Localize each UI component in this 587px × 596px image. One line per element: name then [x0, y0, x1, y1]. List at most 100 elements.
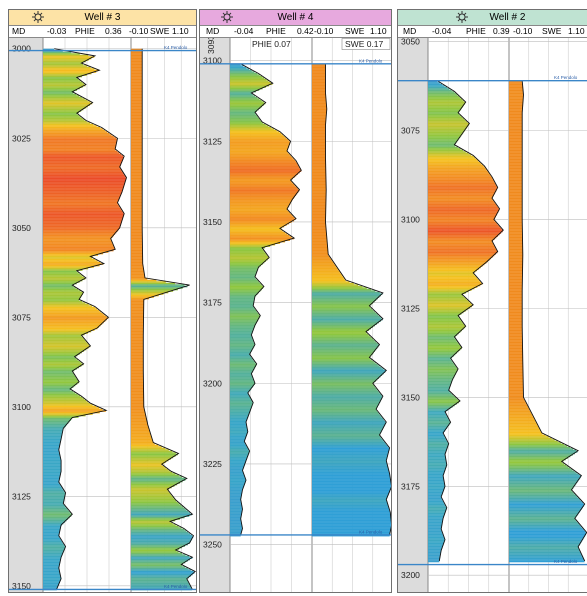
phie-max-label: 0.39: [493, 26, 510, 36]
phie-fill-strip: [428, 328, 464, 330]
phie-fill-strip: [230, 152, 289, 154]
swe-fill-strip: [131, 251, 143, 253]
swe-fill-strip: [131, 392, 144, 394]
phie-fill-strip: [43, 497, 65, 499]
swe-fill-strip: [509, 481, 578, 483]
swe-fill-strip: [312, 137, 326, 139]
swe-fill-strip: [312, 450, 389, 453]
swe-fill-strip: [509, 163, 523, 165]
swe-fill-strip: [131, 200, 143, 202]
swe-fill-strip: [131, 351, 144, 354]
swe-fill-strip: [509, 539, 583, 542]
phie-fill-strip: [43, 111, 79, 114]
swe-fill-strip: [131, 438, 153, 441]
phie-fill-strip: [43, 149, 116, 151]
phie-fill-strip: [428, 403, 457, 405]
phie-fill-strip: [43, 444, 60, 447]
phie-fill-strip: [43, 248, 115, 250]
swe-fill-strip: [509, 541, 582, 543]
swe-fill-strip: [131, 402, 144, 405]
phie-fill-strip: [428, 547, 443, 549]
phie-fill-strip: [43, 555, 62, 558]
phie-fill-strip: [43, 99, 88, 102]
phie-fill-strip: [43, 198, 120, 201]
swe-fill-strip: [312, 342, 378, 345]
swe-fill-strip: [312, 419, 385, 421]
swe-fill-strip: [509, 145, 523, 147]
swe-fill-strip: [312, 516, 391, 519]
phie-fill-strip: [428, 284, 481, 287]
phie-fill-strip: [230, 338, 253, 340]
phie-fill-strip: [230, 93, 253, 96]
phie-fill-strip: [428, 221, 496, 224]
swe-fill-strip: [312, 363, 378, 366]
swe-fill-strip: [131, 285, 188, 288]
swe-fill-strip: [131, 81, 143, 84]
phie-fill-strip: [428, 362, 454, 365]
swe-fill-strip: [131, 458, 171, 460]
phie-fill-strip: [428, 514, 445, 516]
swe-fill-strip: [131, 465, 164, 468]
depth-tick-label: 3200: [203, 378, 222, 388]
phie-fill-strip: [428, 184, 496, 186]
swe-fill-strip: [509, 217, 523, 219]
swe-fill-strip: [312, 381, 375, 384]
swe-fill-strip: [131, 510, 189, 513]
phie-fill-strip: [43, 192, 122, 195]
swe-fill-strip: [509, 506, 583, 509]
swe-fill-strip: [131, 65, 143, 67]
phie-fill-strip: [230, 164, 298, 166]
swe-fill-strip: [509, 116, 523, 119]
phie-fill-strip: [428, 332, 459, 335]
well-header[interactable]: Well # 2: [398, 10, 587, 26]
phie-fill-strip: [43, 510, 70, 513]
well-header[interactable]: Well # 3: [9, 10, 196, 26]
phie-fill-strip: [43, 182, 126, 184]
phie-fill-strip: [43, 392, 76, 394]
phie-fill-strip: [230, 432, 248, 435]
swe-fill-strip: [312, 492, 390, 495]
swe-fill-strip: [131, 123, 143, 126]
swe-fill-strip: [312, 284, 359, 286]
phie-fill-strip: [43, 281, 80, 283]
depth-tick-label: 3125: [203, 136, 222, 146]
swe-fill-strip: [131, 120, 143, 123]
swe-fill-strip: [509, 365, 523, 368]
phie-fill-strip: [43, 83, 85, 85]
phie-fill-strip: [230, 363, 257, 366]
swe-fill-strip: [312, 261, 334, 264]
phie-fill-strip: [43, 329, 95, 331]
phie-fill-strip: [43, 303, 89, 306]
swe-fill-strip: [312, 467, 388, 469]
swe-fill-strip: [131, 281, 166, 283]
swe-fill-strip: [312, 168, 326, 171]
well-header[interactable]: Well # 4: [200, 10, 391, 26]
swe-fill-strip: [509, 424, 538, 426]
phie-fill-strip: [230, 461, 246, 463]
swe-fill-strip: [509, 496, 578, 498]
phie-fill-strip: [428, 442, 448, 444]
swe-fill-strip: [131, 542, 190, 544]
phie-fill-strip: [230, 141, 291, 144]
swe-fill-strip: [509, 316, 523, 318]
phie-fill-strip: [43, 284, 74, 286]
swe-fill-strip: [312, 158, 326, 160]
phie-fill-strip: [43, 188, 124, 190]
swe-fill-strip: [131, 171, 143, 174]
swe-fill-strip: [509, 97, 524, 99]
phie-fill-strip: [43, 348, 87, 351]
phie-fill-strip: [428, 160, 479, 162]
phie-fill-strip: [43, 423, 68, 426]
swe-fill-strip: [509, 388, 524, 390]
swe-fill-strip: [312, 320, 381, 322]
phie-fill-strip: [230, 174, 297, 177]
swe-fill-strip: [312, 443, 387, 445]
swe-fill-strip: [131, 99, 143, 102]
swe-fill-strip: [131, 275, 145, 277]
track-header-row: MD -0.03 PHIE 0.36 -0.10 SWE 1.10: [9, 26, 196, 38]
phie-fill-strip: [428, 91, 455, 93]
phie-fill-strip: [43, 519, 67, 522]
swe-fill-strip: [131, 143, 143, 145]
swe-fill-strip: [312, 141, 326, 144]
swe-fill-strip: [312, 506, 389, 508]
